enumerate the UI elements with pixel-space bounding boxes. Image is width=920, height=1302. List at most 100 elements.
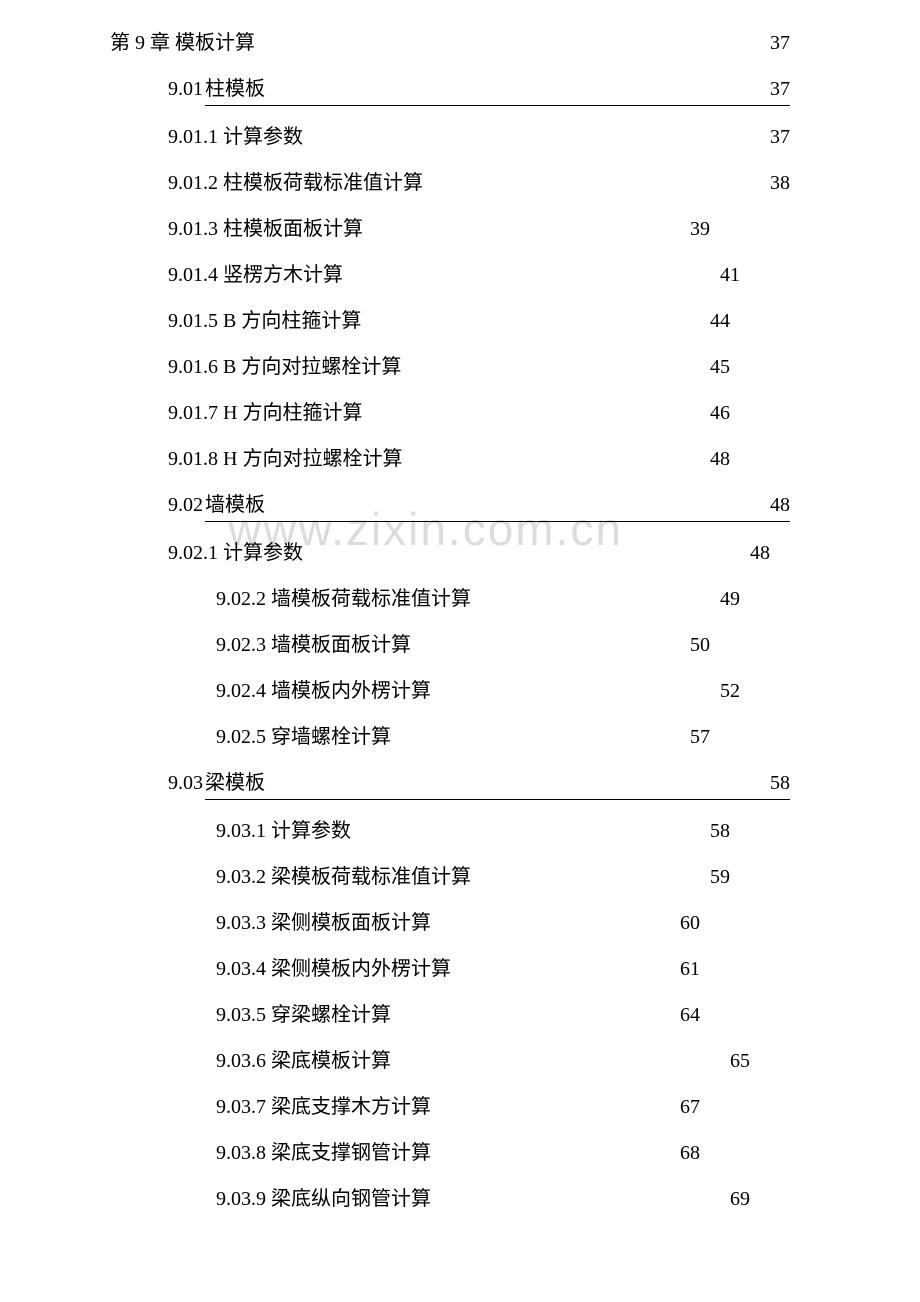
toc-entry-label: 9.01.2 柱模板荷载标准值计算: [168, 168, 423, 198]
toc-underline-wrap: 柱模板37: [205, 74, 790, 106]
toc-entry-label: 第 9 章 模板计算: [110, 28, 255, 58]
toc-row[interactable]: 9.01.4 竖楞方木计算 41: [110, 260, 790, 290]
toc-row[interactable]: 9.01.1 计算参数 37: [110, 122, 790, 152]
toc-row[interactable]: 9.01.6 B 方向对拉螺栓计算 45: [110, 352, 790, 382]
toc-entry-number: 9.02.4: [216, 680, 266, 702]
toc-row[interactable]: 9.03.8 梁底支撑钢管计算68: [110, 1138, 790, 1168]
toc-row[interactable]: 9.02.2 墙模板荷载标准值计算 49: [110, 584, 790, 614]
toc-entry-page: 60: [680, 908, 700, 938]
toc-entry-title: 穿墙螺栓计算: [271, 726, 391, 748]
toc-row[interactable]: 9.02.1 计算参数 48: [110, 538, 790, 568]
toc-entry-page: 48: [750, 538, 770, 568]
toc-entry-number: 9.03.2: [216, 866, 266, 888]
toc-entry-title: 柱模板面板计算: [223, 218, 363, 240]
toc-entry-number: 9.03.7: [216, 1096, 266, 1118]
toc-entry-page: 41: [720, 260, 740, 290]
toc-entry-page: 58: [770, 768, 790, 798]
toc-row[interactable]: 9.01.5 B 方向柱箍计算44: [110, 306, 790, 336]
toc-entry-page: 44: [710, 306, 730, 336]
toc-entry-title: 梁底支撑钢管计算: [271, 1142, 431, 1164]
toc-entry-title: 计算参数: [271, 820, 351, 842]
toc-entry-number: 9.01.6: [168, 356, 218, 378]
toc-entry-label: 9.01.8 H 方向对拉螺栓计算: [168, 444, 402, 474]
toc-entry-number: 9.01.2: [168, 172, 218, 194]
toc-entry-title: 梁底支撑木方计算: [271, 1096, 431, 1118]
toc-row[interactable]: 9.03.2 梁模板荷载标准值计算 59: [110, 862, 790, 892]
toc-entry-title: 梁模板: [205, 768, 265, 798]
toc-row[interactable]: 9.03.6 梁底模板计算 65: [110, 1046, 790, 1076]
toc-entry-title: 计算参数: [223, 542, 303, 564]
toc-entry-label: 9.01.4 竖楞方木计算: [168, 260, 343, 290]
toc-entry-number: 9.01.3: [168, 218, 218, 240]
toc-entry-label: 9.02.2 墙模板荷载标准值计算: [216, 584, 471, 614]
toc-entry-number: 9.01.5: [168, 310, 218, 332]
toc-entry-page: 37: [770, 122, 790, 152]
toc-entry-title: 柱模板: [205, 74, 265, 104]
toc-entry-label: 9.02.1 计算参数: [168, 538, 303, 568]
toc-container: 第 9 章 模板计算379.01 柱模板379.01.1 计算参数379.01.…: [110, 28, 790, 1214]
toc-entry-page: 38: [770, 168, 790, 198]
toc-row[interactable]: 9.01.3 柱模板面板计算 39: [110, 214, 790, 244]
toc-entry-page: 46: [710, 398, 730, 428]
toc-entry-title: 墙模板: [205, 490, 265, 520]
toc-row[interactable]: 9.01.7 H 方向柱箍计算 46: [110, 398, 790, 428]
toc-entry-page: 39: [690, 214, 710, 244]
toc-entry-page: 69: [730, 1184, 750, 1214]
toc-entry-label: 9.03.4 梁侧模板内外楞计算: [216, 954, 451, 984]
toc-row[interactable]: 第 9 章 模板计算 37: [110, 28, 790, 58]
toc-entry-page: 59: [710, 862, 730, 892]
toc-entry-page: 45: [710, 352, 730, 382]
toc-entry-label: 9.03.1 计算参数: [216, 816, 351, 846]
toc-row[interactable]: 9.01.2 柱模板荷载标准值计算 38: [110, 168, 790, 198]
toc-entry-title: 梁侧模板内外楞计算: [271, 958, 451, 980]
toc-entry-number: 9.02.2: [216, 588, 266, 610]
toc-row[interactable]: 9.02.3 墙模板面板计算50: [110, 630, 790, 660]
toc-entry-label: 9.01.1 计算参数: [168, 122, 303, 152]
toc-entry-page: 65: [730, 1046, 750, 1076]
toc-entry-title: 梁底模板计算: [271, 1050, 391, 1072]
toc-entry-number: 9.01.1: [168, 126, 218, 148]
toc-row[interactable]: 9.03.1 计算参数58: [110, 816, 790, 846]
toc-entry-number: 9.03.1: [216, 820, 266, 842]
toc-row[interactable]: 9.03.9 梁底纵向钢管计算 69: [110, 1184, 790, 1214]
toc-entry-title: 计算参数: [223, 126, 303, 148]
toc-entry-label: 9.01.7 H 方向柱箍计算: [168, 398, 362, 428]
toc-entry-number: 9.03.9: [216, 1188, 266, 1210]
toc-entry-title: 柱模板荷载标准值计算: [223, 172, 423, 194]
toc-entry-label: 9.02.3 墙模板面板计算: [216, 630, 411, 660]
toc-entry-number: 9.01.8: [168, 448, 218, 470]
toc-entry-title: 梁侧模板面板计算: [271, 912, 431, 934]
toc-entry-label: 9.03.2 梁模板荷载标准值计算: [216, 862, 471, 892]
toc-entry-number: 9.01: [168, 74, 203, 104]
toc-row[interactable]: 9.01.8 H 方向对拉螺栓计算48: [110, 444, 790, 474]
toc-entry-title: 穿梁螺栓计算: [271, 1004, 391, 1026]
toc-entry-number: 9.03: [168, 768, 203, 798]
toc-entry-title: 竖楞方木计算: [223, 264, 343, 286]
toc-row[interactable]: 9.03.7 梁底支撑木方计算67: [110, 1092, 790, 1122]
toc-entry-number: 9.02.5: [216, 726, 266, 748]
toc-entry-title: 梁模板荷载标准值计算: [271, 866, 471, 888]
toc-entry-number: 9.03.3: [216, 912, 266, 934]
toc-row[interactable]: 9.02.4 墙模板内外楞计算52: [110, 676, 790, 706]
toc-entry-number: 9.03.6: [216, 1050, 266, 1072]
toc-entry-title: 墙模板面板计算: [271, 634, 411, 656]
toc-row[interactable]: 9.02.5 穿墙螺栓计算57: [110, 722, 790, 752]
toc-entry-page: 48: [770, 490, 790, 520]
toc-row[interactable]: 9.03.3 梁侧模板面板计算 60: [110, 908, 790, 938]
toc-row[interactable]: 9.03.4 梁侧模板内外楞计算61: [110, 954, 790, 984]
toc-section-row[interactable]: 9.03 梁模板 58: [110, 768, 790, 800]
toc-entry-number: 9.01.7: [168, 402, 218, 424]
toc-entry-number: 9.02.3: [216, 634, 266, 656]
toc-entry-title: B 方向对拉螺栓计算: [223, 356, 401, 378]
toc-entry-title: H 方向对拉螺栓计算: [223, 448, 402, 470]
toc-section-row[interactable]: 9.02 墙模板 48: [110, 490, 790, 522]
toc-entry-page: 52: [720, 676, 740, 706]
toc-section-row[interactable]: 9.01 柱模板37: [110, 74, 790, 106]
toc-entry-number: 9.02: [168, 490, 203, 520]
toc-entry-page: 37: [770, 28, 790, 58]
toc-entry-number: 9.02.1: [168, 542, 218, 564]
toc-entry-label: 9.03.7 梁底支撑木方计算: [216, 1092, 431, 1122]
toc-entry-title: 梁底纵向钢管计算: [271, 1188, 431, 1210]
toc-row[interactable]: 9.03.5 穿梁螺栓计算64: [110, 1000, 790, 1030]
toc-entry-page: 49: [720, 584, 740, 614]
